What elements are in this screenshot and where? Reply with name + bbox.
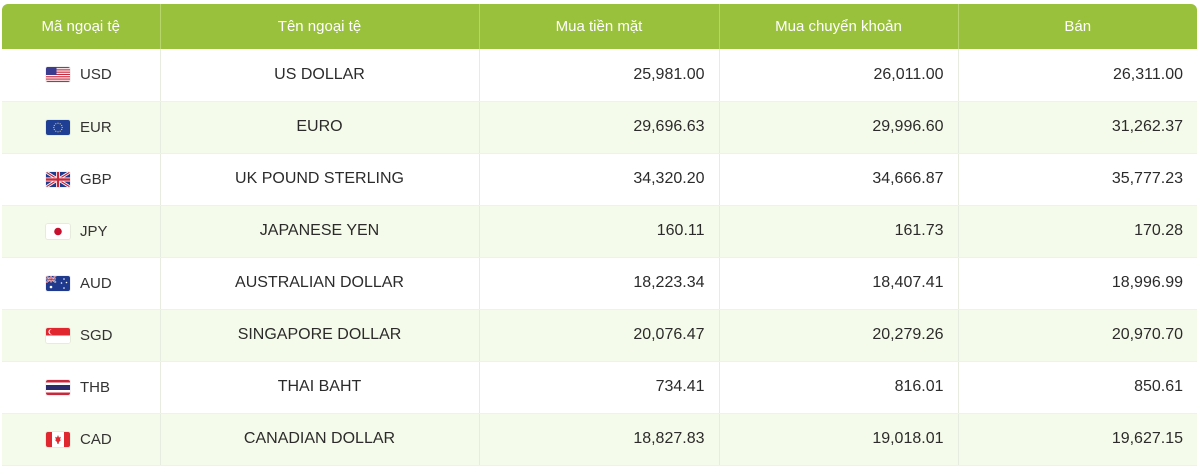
- cash-buy-value: 18,827.83: [479, 413, 720, 466]
- currency-name: EURO: [160, 101, 480, 154]
- cash-buy-value: 20,076.47: [479, 309, 720, 362]
- singapore-flag-icon: [46, 327, 70, 343]
- currency-code-cell: CAD: [2, 413, 161, 466]
- header-cash-buy[interactable]: Mua tiền mặt: [479, 4, 720, 49]
- currency-code-cell: GBP: [2, 153, 161, 206]
- currency-code-cell: THB: [2, 361, 161, 414]
- exchange-rate-table-container: Mã ngoại tệ Tên ngoại tệ Mua tiền mặt Mu…: [2, 4, 1197, 466]
- currency-code: CAD: [80, 430, 112, 448]
- header-sell[interactable]: Bán: [1064, 18, 1092, 35]
- currency-code-cell: USD: [2, 49, 161, 102]
- currency-name: UK POUND STERLING: [160, 153, 480, 206]
- header-row: Mã ngoại tệ Tên ngoại tệ Mua tiền mặt Mu…: [2, 4, 1197, 49]
- canada-flag-icon: [46, 431, 70, 447]
- sell-value: 20,970.70: [958, 309, 1197, 362]
- currency-name: AUSTRALIAN DOLLAR: [160, 257, 480, 310]
- table-row: JPY JAPANESE YEN 160.11 161.73 170.28: [2, 205, 1197, 258]
- table-header: Mã ngoại tệ Tên ngoại tệ Mua tiền mặt Mu…: [2, 4, 1197, 49]
- us-flag-icon: [46, 67, 70, 83]
- currency-name: JAPANESE YEN: [160, 205, 480, 258]
- sell-value: 31,262.37: [958, 101, 1197, 154]
- thailand-flag-icon: [46, 379, 70, 395]
- currency-name: CANADIAN DOLLAR: [160, 413, 480, 466]
- sell-value: 850.61: [958, 361, 1197, 414]
- exchange-rate-table: Mã ngoại tệ Tên ngoại tệ Mua tiền mặt Mu…: [2, 4, 1197, 466]
- australia-flag-icon: [46, 275, 70, 291]
- currency-code: AUD: [80, 274, 112, 292]
- transfer-buy-value: 19,018.01: [719, 413, 959, 466]
- transfer-buy-value: 18,407.41: [719, 257, 959, 310]
- table-row: CAD CANADIAN DOLLAR 18,827.83 19,018.01 …: [2, 413, 1197, 466]
- currency-code: JPY: [80, 222, 108, 240]
- header-currency-code[interactable]: Mã ngoại tệ: [2, 4, 161, 49]
- transfer-buy-value: 816.01: [719, 361, 959, 414]
- header-currency-name[interactable]: Tên ngoại tệ: [160, 4, 480, 49]
- cash-buy-value: 734.41: [479, 361, 720, 414]
- cash-buy-value: 29,696.63: [479, 101, 720, 154]
- currency-code-cell: JPY: [2, 205, 161, 258]
- table-body: USD US DOLLAR 25,981.00 26,011.00 26,311…: [2, 49, 1197, 466]
- currency-code: USD: [80, 66, 112, 84]
- transfer-buy-value: 29,996.60: [719, 101, 959, 154]
- table-row: USD US DOLLAR 25,981.00 26,011.00 26,311…: [2, 49, 1197, 102]
- currency-code-cell: AUD: [2, 257, 161, 310]
- currency-name: THAI BAHT: [160, 361, 480, 414]
- sell-value: 26,311.00: [958, 49, 1197, 102]
- eu-flag-icon: [46, 119, 70, 135]
- currency-code-cell: SGD: [2, 309, 161, 362]
- cash-buy-value: 34,320.20: [479, 153, 720, 206]
- transfer-buy-value: 34,666.87: [719, 153, 959, 206]
- sell-value: 18,996.99: [958, 257, 1197, 310]
- table-row: EUR EURO 29,696.63 29,996.60 31,262.37: [2, 101, 1197, 154]
- sell-value: 35,777.23: [958, 153, 1197, 206]
- transfer-buy-value: 161.73: [719, 205, 959, 258]
- currency-name: SINGAPORE DOLLAR: [160, 309, 480, 362]
- header-transfer-buy[interactable]: Mua chuyển khoản: [719, 4, 959, 49]
- currency-code: SGD: [80, 326, 113, 344]
- sell-value: 170.28: [958, 205, 1197, 258]
- uk-flag-icon: [46, 171, 70, 187]
- currency-code: THB: [80, 378, 110, 396]
- transfer-buy-value: 20,279.26: [719, 309, 959, 362]
- table-row: THB THAI BAHT 734.41 816.01 850.61: [2, 361, 1197, 414]
- cash-buy-value: 160.11: [479, 205, 720, 258]
- table-row: AUD AUSTRALIAN DOLLAR 18,223.34 18,407.4…: [2, 257, 1197, 310]
- table-row: SGD SINGAPORE DOLLAR 20,076.47 20,279.26…: [2, 309, 1197, 362]
- cash-buy-value: 18,223.34: [479, 257, 720, 310]
- cash-buy-value: 25,981.00: [479, 49, 720, 102]
- currency-name: US DOLLAR: [160, 49, 480, 102]
- japan-flag-icon: [46, 223, 70, 239]
- table-row: GBP UK POUND STERLING 34,320.20 34,666.8…: [2, 153, 1197, 206]
- currency-code: EUR: [80, 118, 112, 136]
- sell-value: 19,627.15: [958, 413, 1197, 466]
- transfer-buy-value: 26,011.00: [719, 49, 959, 102]
- currency-code-cell: EUR: [2, 101, 161, 154]
- currency-code: GBP: [80, 170, 112, 188]
